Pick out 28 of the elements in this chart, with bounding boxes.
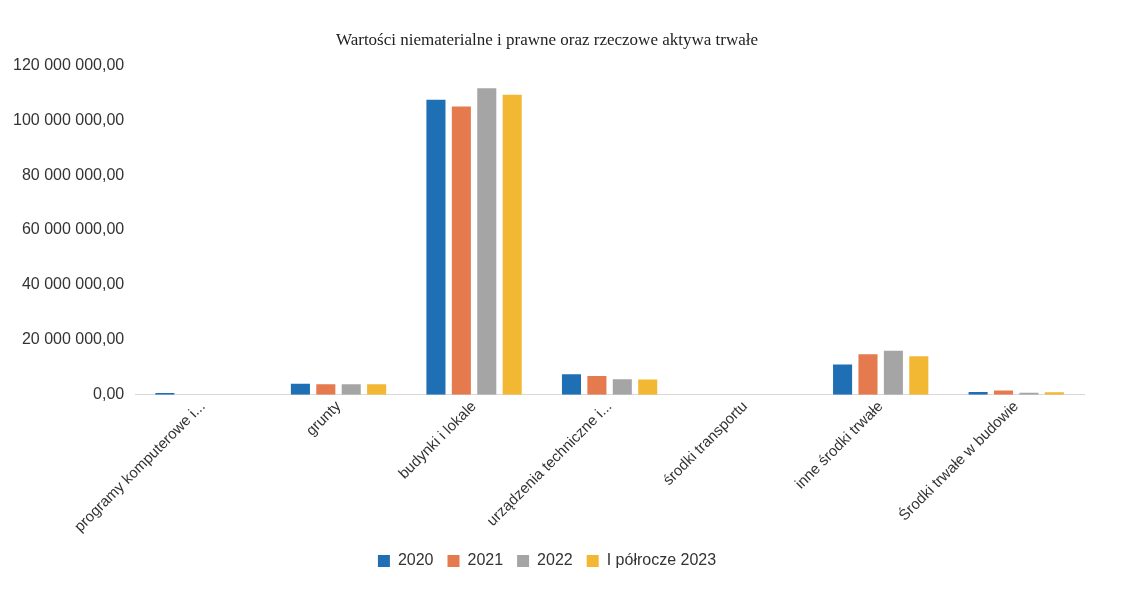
bar (367, 384, 387, 395)
bar (561, 374, 582, 395)
chart-title: Wartości niematerialne i prawne oraz rzeczowe aktywa trwałe (336, 29, 758, 49)
bar (883, 350, 903, 395)
legend-label: 2022 (537, 551, 573, 569)
bar (477, 88, 497, 395)
y-tick-label: 40 000 000,00 (21, 275, 125, 293)
bar (587, 376, 607, 395)
bar (426, 99, 446, 395)
bar (909, 356, 929, 395)
y-tick-label: 60 000 000,00 (21, 220, 125, 238)
bar (502, 94, 522, 395)
bar (858, 354, 878, 395)
y-tick-label: 100 000 000,00 (13, 110, 125, 128)
bar (451, 106, 471, 395)
bar (290, 383, 310, 395)
y-tick-label: 120 000 000,00 (13, 55, 125, 73)
legend-label: I półrocze 2023 (606, 551, 717, 569)
y-tick-label: 20 000 000,00 (21, 330, 125, 348)
bar (612, 379, 632, 395)
bar (833, 364, 853, 395)
bar (638, 379, 658, 395)
y-tick-label: 80 000 000,00 (21, 165, 125, 183)
bar (341, 384, 361, 395)
y-tick-label: 0,00 (93, 385, 125, 403)
bar (316, 384, 336, 395)
legend-label: 2021 (467, 551, 504, 569)
legend-label: 2020 (397, 551, 434, 569)
